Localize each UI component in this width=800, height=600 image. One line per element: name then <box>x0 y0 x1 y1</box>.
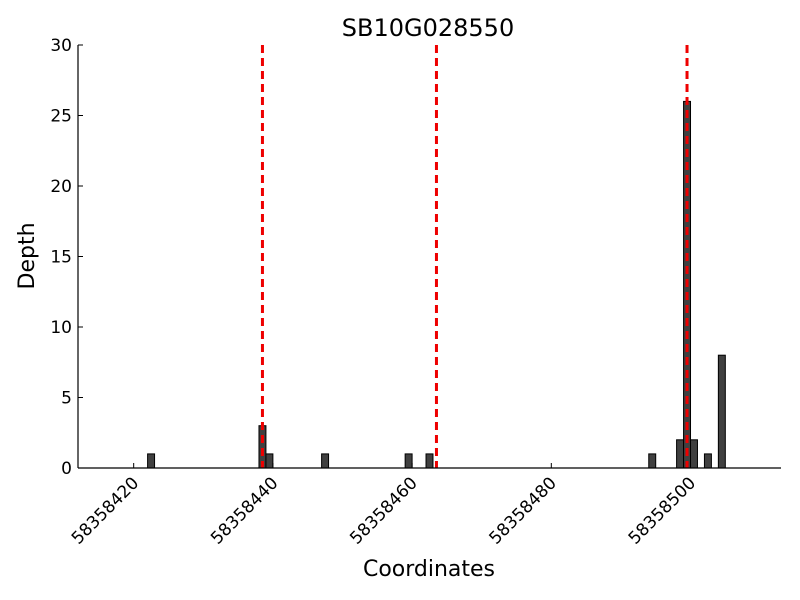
x-axis-label: Coordinates <box>363 557 495 582</box>
y-tick-label-6: 30 <box>50 36 72 56</box>
x-tick-label-1: 58358440 <box>207 473 282 548</box>
y-tick-label-5: 25 <box>50 107 72 127</box>
bar-11 <box>717 354 726 469</box>
x-tick-label-3: 58358480 <box>486 473 561 548</box>
plot-area <box>147 45 726 469</box>
bar-5 <box>425 453 434 469</box>
bar-2 <box>265 453 274 469</box>
bar-4 <box>404 453 413 469</box>
bar-3 <box>321 453 330 469</box>
chart-title: SB10G028550 <box>342 14 514 42</box>
x-tick-label-2: 58358460 <box>346 473 421 548</box>
bar-10 <box>703 453 712 469</box>
bar-0 <box>147 453 156 469</box>
y-tick-label-3: 15 <box>50 248 72 268</box>
y-tick-label-1: 5 <box>61 389 72 409</box>
bar-9 <box>690 439 698 469</box>
bar-6 <box>648 453 657 469</box>
y-tick-label-2: 10 <box>50 318 72 338</box>
y-tick-label-4: 20 <box>50 177 72 197</box>
x-tick-label-4: 58358500 <box>625 473 700 548</box>
y-axis-label: Depth <box>15 222 40 289</box>
bar-7 <box>676 439 685 469</box>
y-tick-label-0: 0 <box>61 459 72 479</box>
x-tick-label-0: 58358420 <box>68 473 143 548</box>
